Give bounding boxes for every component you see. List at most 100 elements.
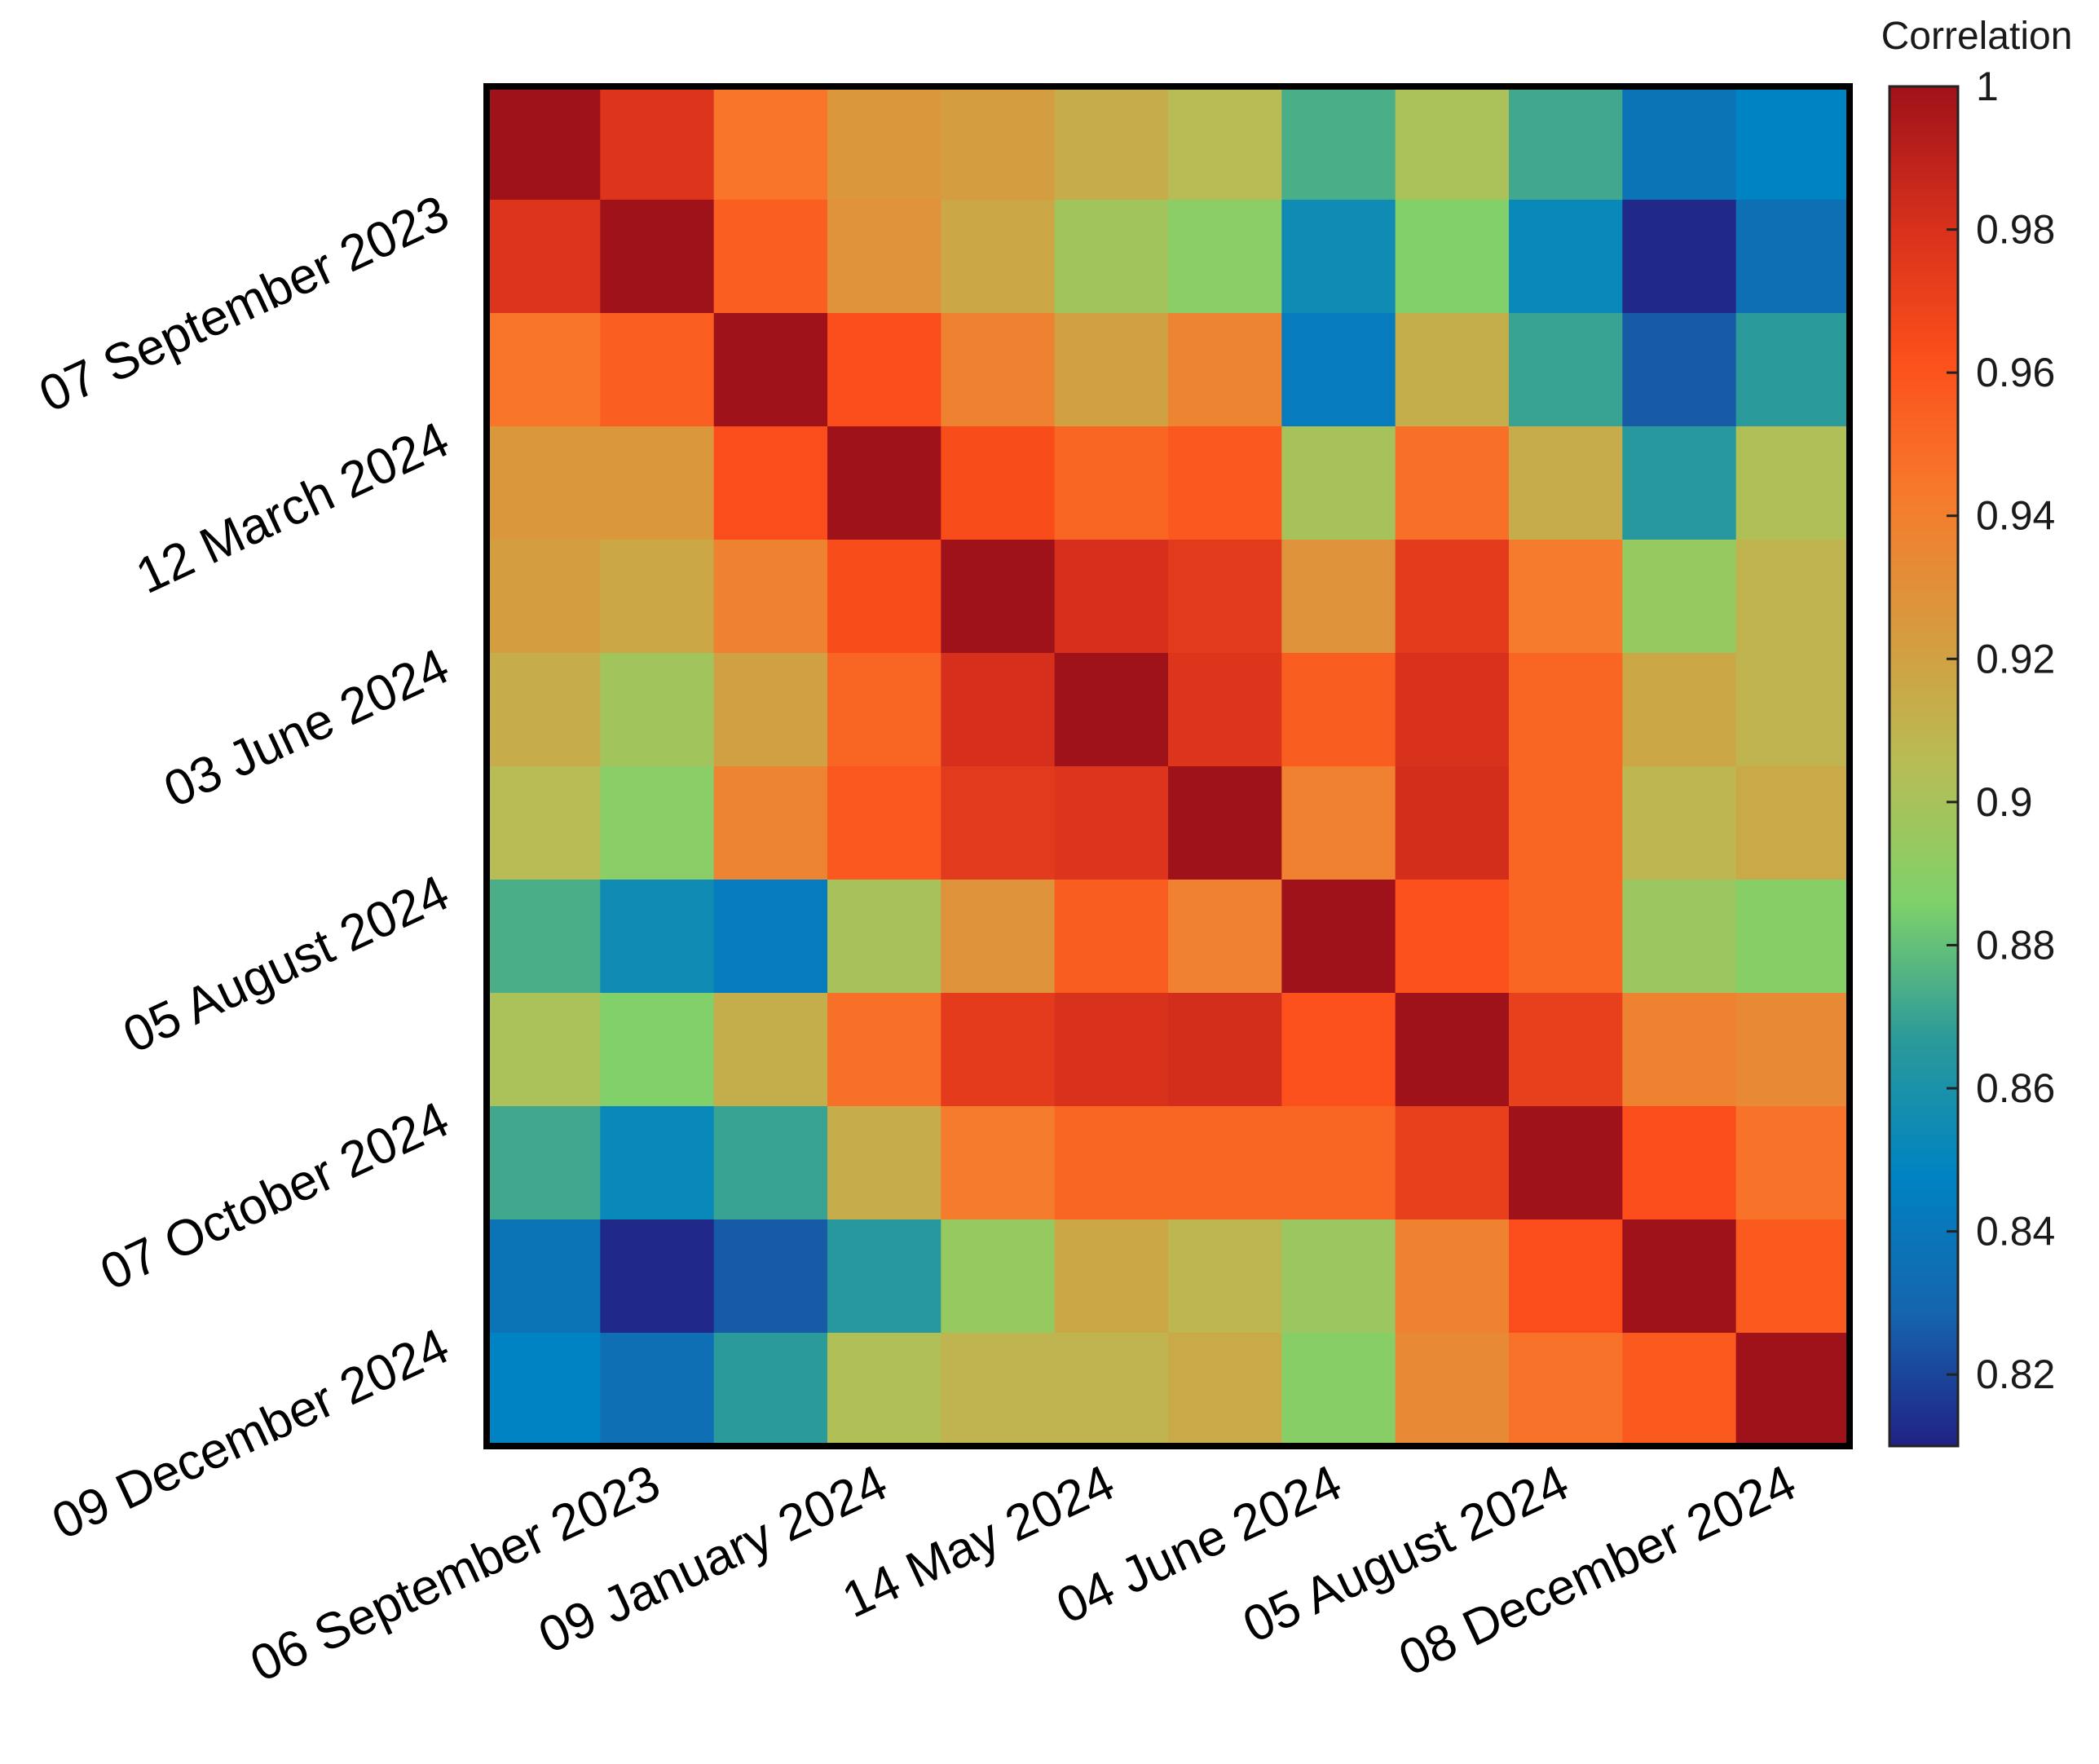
heatmap-cell bbox=[487, 313, 602, 427]
heatmap-cell bbox=[1281, 1333, 1396, 1447]
heatmap-cell bbox=[1622, 1333, 1737, 1447]
heatmap-cell bbox=[1281, 880, 1396, 994]
heatmap-cell bbox=[1281, 86, 1396, 201]
heatmap-cell bbox=[1509, 426, 1624, 540]
heatmap-cell bbox=[600, 880, 715, 994]
heatmap-cell bbox=[1054, 200, 1169, 314]
heatmap-cell bbox=[1395, 1106, 1510, 1220]
heatmap-cell bbox=[1168, 766, 1283, 880]
heatmap-cell bbox=[1054, 880, 1169, 994]
heatmap-cell bbox=[1395, 1219, 1510, 1334]
heatmap-cell bbox=[1622, 426, 1737, 540]
heatmap-cell bbox=[1281, 540, 1396, 654]
heatmap-cell bbox=[1622, 1106, 1737, 1220]
heatmap-cell bbox=[1735, 200, 1850, 314]
heatmap-cell bbox=[827, 1106, 942, 1220]
y-tick-label: 03 June 2024 bbox=[156, 638, 457, 818]
heatmap-cell bbox=[1509, 86, 1624, 201]
heatmap-cell bbox=[487, 653, 602, 767]
heatmap-cell bbox=[600, 86, 715, 201]
heatmap-cell bbox=[1168, 1333, 1283, 1447]
colorbar-tick-label: 0.86 bbox=[1976, 1065, 2055, 1111]
heatmap-cell bbox=[1281, 313, 1396, 427]
heatmap-cell bbox=[1509, 880, 1624, 994]
heatmap-cell bbox=[1395, 993, 1510, 1107]
heatmap-cell bbox=[1054, 313, 1169, 427]
heatmap-cell bbox=[1168, 540, 1283, 654]
y-tick-label: 07 September 2023 bbox=[31, 185, 457, 424]
heatmap-cell bbox=[1168, 880, 1283, 994]
heatmap-cell bbox=[1168, 86, 1283, 201]
heatmap-cell bbox=[827, 313, 942, 427]
heatmap-cell bbox=[1395, 653, 1510, 767]
colorbar-frame bbox=[1888, 85, 1960, 1448]
heatmap-cell bbox=[713, 880, 828, 994]
heatmap-cell bbox=[713, 653, 828, 767]
heatmap-cell bbox=[600, 993, 715, 1107]
heatmap-cell bbox=[1735, 766, 1850, 880]
heatmap-cell bbox=[1281, 200, 1396, 314]
heatmap-cell bbox=[713, 426, 828, 540]
heatmap-cell bbox=[1054, 653, 1169, 767]
heatmap-cell bbox=[941, 200, 1056, 314]
heatmap-cell bbox=[600, 426, 715, 540]
heatmap-cell bbox=[487, 540, 602, 654]
heatmap-cell bbox=[1735, 880, 1850, 994]
heatmap-cell bbox=[1281, 993, 1396, 1107]
heatmap-cell bbox=[827, 766, 942, 880]
heatmap-cell bbox=[487, 426, 602, 540]
heatmap-cell bbox=[600, 540, 715, 654]
heatmap-cell bbox=[1168, 1106, 1283, 1220]
heatmap-cell bbox=[1281, 653, 1396, 767]
heatmap-cell bbox=[713, 766, 828, 880]
heatmap-cell bbox=[1168, 313, 1283, 427]
heatmap-cell bbox=[1395, 1333, 1510, 1447]
heatmap-cell bbox=[1622, 993, 1737, 1107]
heatmap-cell bbox=[1168, 993, 1283, 1107]
heatmap-cell bbox=[487, 993, 602, 1107]
y-tick-label: 12 March 2024 bbox=[128, 412, 457, 605]
heatmap-cell bbox=[1509, 1333, 1624, 1447]
heatmap-cell bbox=[713, 313, 828, 427]
heatmap-cell bbox=[941, 1333, 1056, 1447]
heatmap-cell bbox=[713, 1219, 828, 1334]
heatmap-cells bbox=[487, 86, 1850, 1447]
heatmap-cell bbox=[827, 426, 942, 540]
heatmap-cell bbox=[1054, 540, 1169, 654]
heatmap-cell bbox=[1509, 313, 1624, 427]
heatmap-cell bbox=[600, 200, 715, 314]
heatmap-cell bbox=[487, 1219, 602, 1334]
heatmap-cell bbox=[1509, 766, 1624, 880]
heatmap-cell bbox=[1735, 1106, 1850, 1220]
colorbar-tick-label: 0.94 bbox=[1976, 493, 2055, 539]
heatmap-cell bbox=[1735, 426, 1850, 540]
heatmap-cell bbox=[1395, 200, 1510, 314]
heatmap-cell bbox=[941, 86, 1056, 201]
colorbar-tick-label: 0.96 bbox=[1976, 350, 2055, 395]
heatmap-cell bbox=[1281, 1106, 1396, 1220]
colorbar-tick-label: 1 bbox=[1976, 64, 1999, 109]
heatmap-cell bbox=[487, 1333, 602, 1447]
heatmap-cell bbox=[1168, 200, 1283, 314]
heatmap-cell bbox=[1168, 426, 1283, 540]
heatmap-cell bbox=[1509, 1106, 1624, 1220]
heatmap-cell bbox=[1735, 1219, 1850, 1334]
x-tick-label: 08 December 2024 bbox=[1391, 1454, 1804, 1687]
heatmap-cell bbox=[1622, 653, 1737, 767]
heatmap-cell bbox=[1395, 540, 1510, 654]
heatmap-cell bbox=[600, 653, 715, 767]
heatmap-cell bbox=[941, 993, 1056, 1107]
heatmap-cell bbox=[713, 993, 828, 1107]
heatmap-cell bbox=[1281, 1219, 1396, 1334]
heatmap-cell bbox=[941, 1106, 1056, 1220]
heatmap-cell bbox=[1735, 313, 1850, 427]
heatmap-cell bbox=[941, 1219, 1056, 1334]
y-tick-label: 05 August 2024 bbox=[115, 865, 457, 1065]
colorbar-tick-label: 0.98 bbox=[1976, 207, 2055, 253]
heatmap-cell bbox=[1509, 200, 1624, 314]
heatmap-cell bbox=[600, 1333, 715, 1447]
heatmap-cell bbox=[1622, 880, 1737, 994]
